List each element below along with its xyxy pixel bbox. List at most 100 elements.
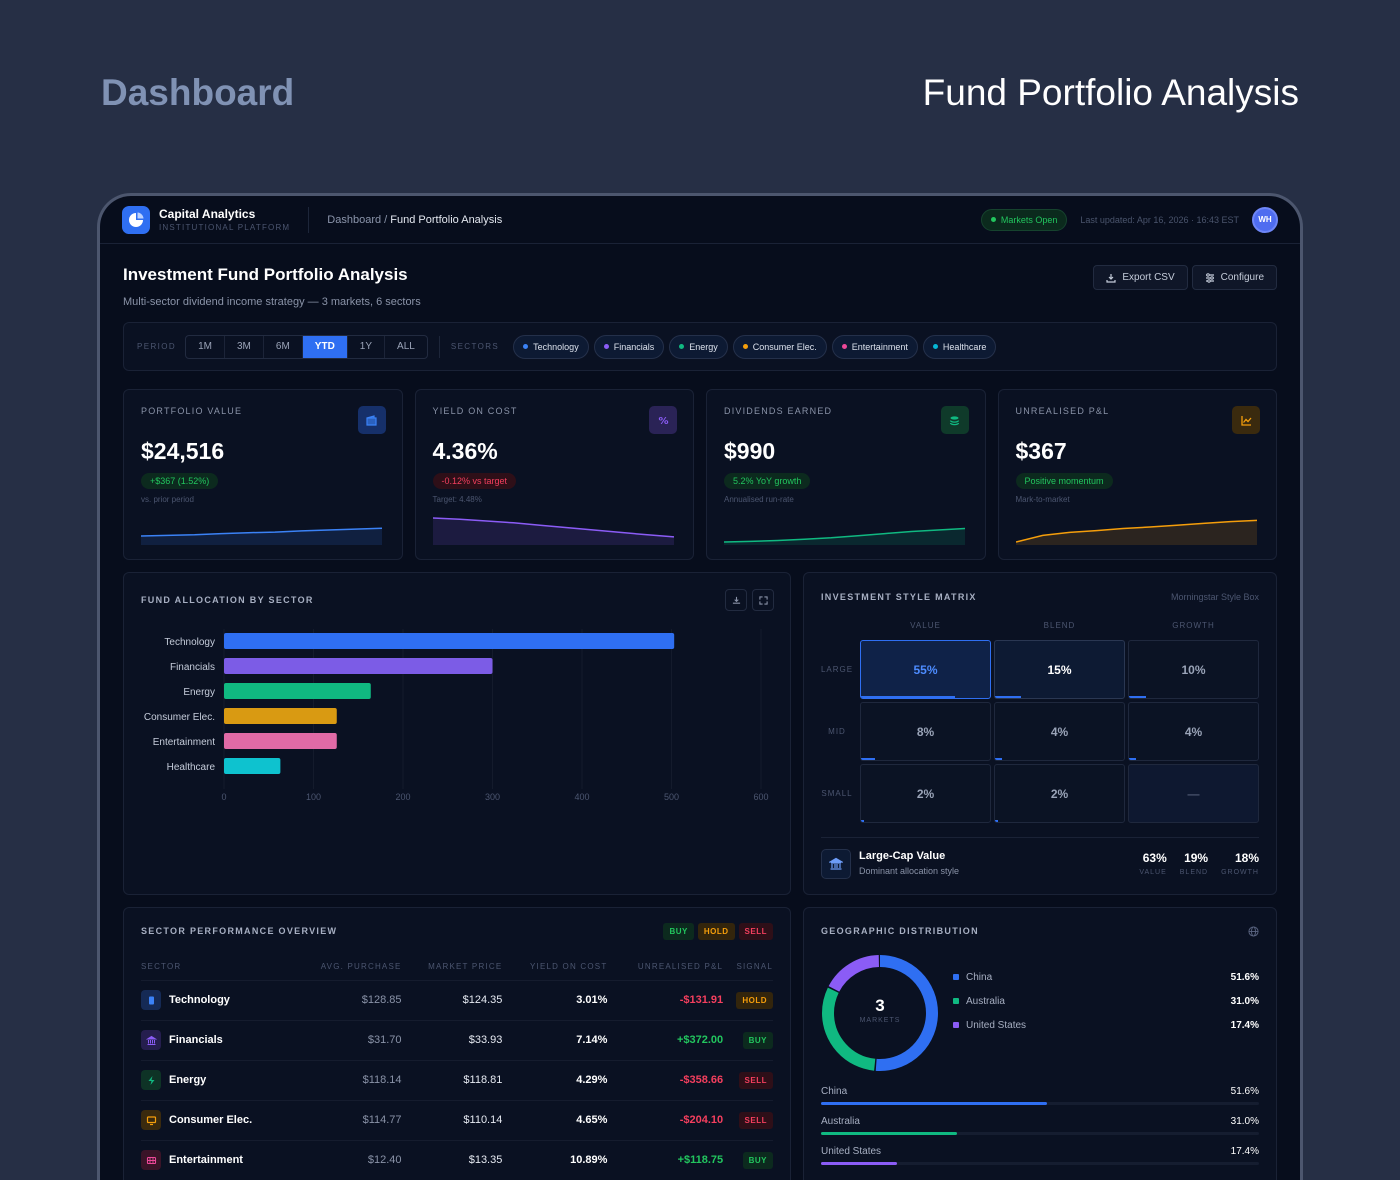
matrix-cell[interactable]: 15% [994, 640, 1125, 699]
signal-legend-sell[interactable]: SELL [738, 922, 773, 940]
matrix-col-label: VALUE [910, 621, 941, 630]
kpi-row: PORTFOLIO VALUE $24,516 +$367 (1.52%) vs. p… [123, 389, 1277, 560]
matrix-cell[interactable]: 8% [860, 702, 991, 761]
matrix-row-label: SMALL [821, 789, 853, 798]
pnl-cell: +$372.00 [607, 1019, 724, 1060]
kpi-note: Mark-to-market [1015, 495, 1070, 504]
column-header[interactable]: YIELD ON COST [530, 962, 608, 972]
signal-legend-hold[interactable]: HOLD [697, 922, 735, 940]
table-row[interactable]: Consumer Elec. $114.77 $110.14 4.65% -$204.1… [141, 1099, 773, 1140]
matrix-cell[interactable]: 4% [994, 702, 1125, 761]
geo-legend-value: 51.6% [1230, 971, 1259, 983]
sector-chip[interactable]: Financials [593, 334, 665, 359]
geo-bar-value: 51.6% [1230, 1086, 1259, 1097]
breadcrumb-root[interactable]: Dashboard [327, 213, 382, 226]
download-icon [1106, 273, 1116, 283]
table-row[interactable]: Entertainment $12.40 $13.35 10.89% +$118.75 B… [141, 1139, 773, 1180]
period-option-1m[interactable]: 1M [186, 335, 225, 358]
expand-chart-button[interactable] [752, 589, 774, 611]
trend-chart-icon [1232, 406, 1260, 434]
signal-cell: SELL [723, 1059, 773, 1100]
bar-entertainment[interactable] [224, 733, 337, 749]
market-price-cell: $13.35 [401, 1139, 503, 1180]
geo-bar-fill [821, 1102, 1047, 1105]
sector-cell: Entertainment [141, 1139, 292, 1180]
sector-chip-label: Financials [613, 341, 655, 352]
sector-performance-title: SECTOR PERFORMANCE OVERVIEW [141, 926, 338, 936]
sector-cell: Financials [141, 1019, 292, 1060]
matrix-cell-bar [861, 758, 875, 760]
kpi-value: $24,516 [141, 438, 225, 464]
column-header[interactable]: MARKET PRICE [428, 962, 503, 972]
matrix-row-label: LARGE [820, 665, 854, 674]
column-header[interactable]: SECTOR [141, 962, 182, 972]
sector-chip-label: Healthcare [942, 341, 987, 352]
export-csv-button[interactable]: Export CSV [1093, 265, 1188, 290]
matrix-cell-bar [1129, 758, 1136, 760]
sector-dot-icon [679, 344, 685, 349]
sector-chip[interactable]: Consumer Elec. [732, 334, 827, 359]
kpi-value: 4.36% [432, 438, 498, 464]
divider [821, 837, 1259, 838]
user-avatar[interactable]: WH [1252, 206, 1278, 233]
style-matrix-title: INVESTMENT STYLE MATRIX [821, 592, 977, 602]
matrix-cell-bar [995, 758, 1002, 760]
matrix-cell-value: 2% [916, 786, 935, 801]
signal-cell: SELL [723, 1099, 773, 1140]
globe-icon[interactable] [1248, 925, 1259, 937]
configure-button[interactable]: Configure [1191, 265, 1277, 290]
column-header[interactable]: UNREALISED P&L [637, 962, 724, 972]
matrix-cell[interactable]: 2% [860, 764, 991, 823]
style-stat-label: BLEND [1179, 869, 1209, 876]
table-row[interactable]: Financials $31.70 $33.93 7.14% +$372.00 BUY [141, 1019, 773, 1060]
signal-legend-buy[interactable]: BUY [663, 922, 694, 940]
matrix-cell[interactable]: 10% [1128, 640, 1259, 699]
table-row[interactable]: Energy $118.14 $118.81 4.29% -$358.66 SELL [141, 1059, 773, 1100]
legend-swatch-icon [953, 974, 959, 980]
period-option-all[interactable]: ALL [397, 341, 415, 352]
bar-technology[interactable] [224, 633, 675, 649]
donut-center-label: MARKETS [859, 1017, 901, 1024]
export-csv-label: Export CSV [1122, 272, 1175, 283]
kpi-label: UNREALISED P&L [1015, 406, 1110, 416]
yield-cell: 4.65% [502, 1099, 608, 1140]
category-label: Entertainment [153, 737, 215, 748]
sector-chip[interactable]: Entertainment [831, 334, 918, 359]
sector-chip[interactable]: Healthcare [922, 334, 997, 359]
geo-bar-fill [821, 1162, 898, 1165]
sector-chip[interactable]: Technology [513, 334, 589, 359]
period-option-6m[interactable]: 6M [264, 335, 303, 358]
bar-healthcare[interactable] [224, 758, 281, 774]
style-stat-label: VALUE [1139, 869, 1167, 876]
column-header[interactable]: AVG. PURCHASE [320, 962, 402, 972]
brand: Capital Analytics INSTITUTIONAL PLATFORM [159, 207, 290, 232]
donut-slice-china[interactable] [822, 955, 938, 1071]
brand-logo-icon[interactable] [122, 205, 150, 234]
period-option-1y[interactable]: 1Y [348, 335, 386, 358]
column-header[interactable]: SIGNAL [736, 962, 773, 972]
period-option-ytd[interactable]: YTD [302, 335, 348, 358]
sparkline-line [432, 517, 674, 538]
download-chart-button[interactable] [725, 589, 747, 611]
market-price-cell: $33.93 [401, 1019, 503, 1060]
sector-chip[interactable]: Energy [669, 334, 728, 359]
matrix-cell[interactable]: — [1128, 764, 1259, 823]
x-tick-label: 500 [664, 792, 679, 802]
period-option-3m[interactable]: 3M [225, 335, 264, 358]
sector-dot-icon [841, 344, 847, 349]
matrix-cell-value: — [1187, 786, 1200, 801]
bar-energy[interactable] [224, 683, 371, 699]
geo-bar-value: 31.0% [1230, 1116, 1259, 1127]
kpi-label: DIVIDENDS EARNED [724, 406, 833, 416]
bar-consumer-elec-[interactable] [224, 708, 337, 724]
matrix-cell[interactable]: 4% [1128, 702, 1259, 761]
table-row[interactable]: Technology $128.85 $124.35 3.01% -$131.91 HOL… [141, 979, 773, 1020]
brand-name: Capital Analytics [159, 207, 256, 221]
sector-cell: Energy [141, 1059, 292, 1100]
donut-slice-australia[interactable] [822, 955, 938, 1071]
matrix-cell[interactable]: 2% [994, 764, 1125, 823]
allocation-panel: FUND ALLOCATION BY SECTOR 0 100 200 300 400 5… [123, 572, 791, 895]
matrix-cell[interactable]: 55% [860, 640, 991, 699]
bar-financials[interactable] [224, 658, 493, 674]
kpi-sparkline [1015, 519, 1257, 545]
